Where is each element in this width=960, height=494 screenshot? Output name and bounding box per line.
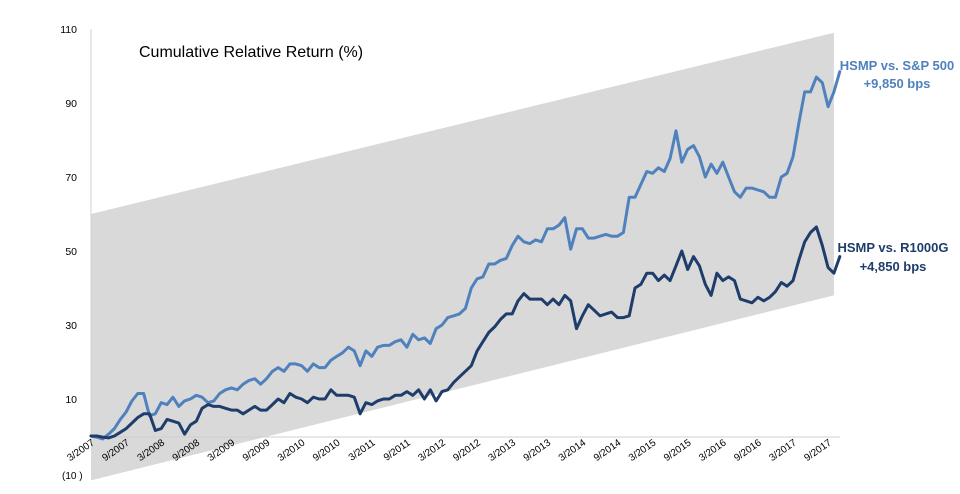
x-tick-label: 3/2017 bbox=[767, 437, 799, 464]
series-label-bps: +9,850 bps bbox=[864, 76, 931, 91]
x-tick-label: 3/2012 bbox=[416, 437, 448, 464]
x-tick-label: 9/2011 bbox=[382, 437, 413, 463]
series-labels: HSMP vs. S&P 500 +9,850 bps HSMP vs. R1000… bbox=[837, 58, 954, 274]
y-tick-label: 90 bbox=[65, 98, 77, 110]
x-tick-label: 3/2013 bbox=[487, 437, 519, 464]
series-label-name: HSMP vs. R1000G bbox=[837, 240, 948, 255]
x-tick-label: 9/2016 bbox=[732, 437, 764, 464]
x-tick-label: 3/2016 bbox=[697, 437, 729, 464]
shaded-range-band bbox=[91, 32, 834, 481]
chart-title: Cumulative Relative Return (%) bbox=[139, 44, 363, 61]
y-tick-label: 10 bbox=[65, 394, 77, 406]
series-label-name: HSMP vs. S&P 500 bbox=[840, 58, 954, 73]
x-tick-label: 9/2014 bbox=[592, 437, 624, 464]
series-line-sp500 bbox=[89, 70, 842, 441]
x-tick-label: 3/2014 bbox=[557, 437, 589, 464]
y-tick-label: 30 bbox=[65, 320, 77, 332]
x-tick-label: 9/2012 bbox=[451, 437, 483, 464]
series-lines bbox=[89, 70, 842, 441]
x-tick-label: 9/2013 bbox=[522, 437, 554, 464]
x-tick-label: 9/2015 bbox=[662, 437, 694, 464]
series-line-r1000g bbox=[89, 225, 842, 440]
y-tick-label: 50 bbox=[65, 246, 77, 258]
axes bbox=[90, 29, 840, 438]
x-tick-label: 9/2010 bbox=[311, 437, 343, 464]
y-tick-labels: 110 90 70 50 30 10 bbox=[60, 24, 77, 406]
x-tick-label: 3/2010 bbox=[276, 437, 308, 464]
x-tick-label: 3/2011 bbox=[347, 437, 378, 463]
x-tick-label: 3/2015 bbox=[627, 437, 659, 464]
series-label-bps: +4,850 bps bbox=[860, 259, 927, 274]
x-tick-label: 9/2017 bbox=[802, 437, 834, 464]
y-bottom-label: (10 ) bbox=[62, 471, 83, 482]
y-tick-label: 70 bbox=[65, 172, 77, 184]
y-tick-label: 110 bbox=[60, 24, 77, 36]
